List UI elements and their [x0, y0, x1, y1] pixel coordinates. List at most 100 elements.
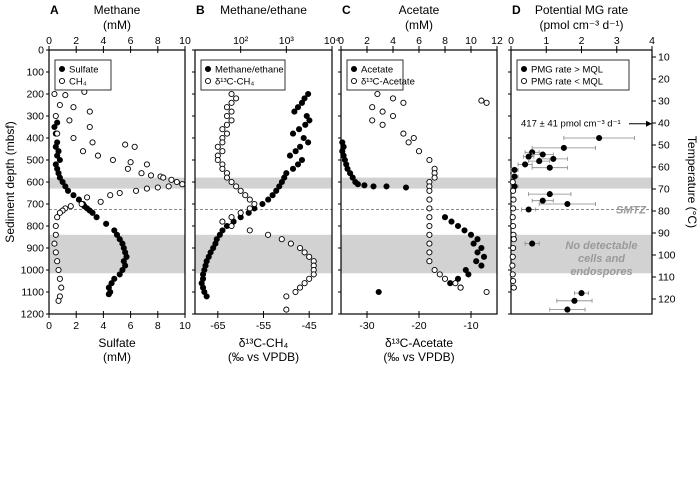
data-point	[168, 176, 175, 183]
data-point	[138, 170, 145, 177]
legend-marker	[350, 65, 358, 73]
data-point	[131, 143, 138, 150]
data-point	[219, 139, 226, 146]
band-label: endospores	[570, 266, 632, 278]
top-tick-label: 4	[649, 35, 655, 47]
data-point	[75, 196, 82, 203]
data-point	[510, 236, 517, 243]
data-point	[306, 275, 313, 282]
data-point	[246, 196, 253, 203]
temp-tick-label: 80	[658, 206, 670, 218]
data-point	[94, 152, 102, 159]
data-point	[278, 178, 285, 186]
data-point	[143, 161, 150, 168]
data-point	[203, 293, 210, 300]
data-point	[375, 288, 382, 296]
data-point	[300, 134, 307, 142]
data-point	[509, 271, 516, 278]
bottom-tick-label: 8	[155, 320, 161, 332]
data-point	[103, 220, 110, 227]
data-point	[510, 205, 517, 212]
top-axis-unit: (pmol cm⁻³ d⁻¹)	[540, 18, 624, 32]
data-point	[233, 183, 240, 190]
data-point	[509, 178, 516, 186]
data-point	[536, 158, 543, 165]
annotation-arrow-head	[646, 120, 652, 127]
data-point	[347, 170, 354, 177]
depth-tick-label: 500	[26, 155, 44, 167]
data-point	[62, 92, 69, 99]
data-point	[525, 153, 532, 160]
top-axis-unit: (mM)	[405, 18, 433, 32]
data-point	[296, 126, 303, 133]
data-point	[228, 214, 235, 221]
data-point	[431, 266, 438, 274]
data-point	[283, 306, 290, 313]
data-point	[511, 173, 518, 180]
data-point	[219, 126, 226, 133]
data-point	[269, 192, 276, 199]
data-point	[56, 156, 63, 164]
data-point	[116, 271, 123, 278]
data-point	[109, 156, 116, 164]
data-point	[143, 185, 150, 192]
data-point	[214, 143, 221, 150]
data-point	[223, 174, 231, 181]
data-point	[436, 271, 443, 278]
shaded-band	[49, 234, 185, 274]
data-point	[426, 249, 433, 256]
data-point	[306, 253, 313, 260]
data-point	[111, 275, 118, 282]
data-point	[116, 189, 123, 197]
data-point	[97, 198, 104, 205]
bottom-tick-label: 10	[179, 320, 191, 332]
bottom-axis-unit: (mM)	[103, 350, 131, 364]
data-point	[64, 187, 72, 194]
legend-label: δ¹³C-CH₄	[215, 77, 254, 88]
data-point	[452, 280, 459, 287]
top-tick-label: 3	[614, 35, 620, 47]
data-point	[59, 178, 66, 186]
data-point	[70, 192, 77, 199]
data-point	[511, 166, 518, 173]
data-point	[410, 134, 417, 142]
top-tick-label: 0	[338, 35, 344, 47]
data-point	[369, 117, 376, 124]
top-tick-label: 1	[543, 35, 549, 47]
data-point	[228, 108, 235, 115]
top-axis-title: Potential MG rate	[535, 3, 629, 17]
data-point	[286, 152, 293, 159]
data-point	[454, 222, 462, 230]
bottom-tick-label: -20	[411, 320, 426, 332]
data-point	[483, 288, 490, 296]
data-point	[124, 165, 131, 172]
data-point	[251, 200, 258, 208]
bottom-tick-label: 0	[46, 320, 52, 332]
top-tick-label: 10³	[279, 35, 295, 47]
data-point	[301, 280, 308, 287]
data-point	[52, 231, 59, 238]
data-point	[242, 192, 249, 199]
data-point	[86, 108, 93, 115]
data-point	[55, 266, 62, 274]
data-point	[105, 291, 112, 298]
data-point	[219, 165, 226, 172]
data-point	[289, 165, 297, 172]
depth-tick-label: 1000	[21, 265, 45, 277]
top-tick-label: 2	[364, 35, 370, 47]
top-tick-label: 10²	[233, 35, 249, 47]
data-point	[296, 244, 304, 252]
bottom-axis-unit: (‰ vs VPDB)	[228, 350, 299, 364]
depth-tick-label: 800	[26, 221, 44, 233]
data-point	[546, 164, 553, 171]
data-point	[379, 108, 386, 115]
data-point	[154, 184, 161, 191]
legend-box	[200, 59, 286, 91]
bottom-tick-label: 2	[73, 320, 79, 332]
data-point	[66, 117, 73, 124]
top-tick-label: 6	[416, 35, 422, 47]
data-point	[370, 183, 377, 190]
panel-letter: A	[50, 3, 59, 17]
data-point	[474, 236, 481, 243]
data-point	[473, 258, 480, 265]
